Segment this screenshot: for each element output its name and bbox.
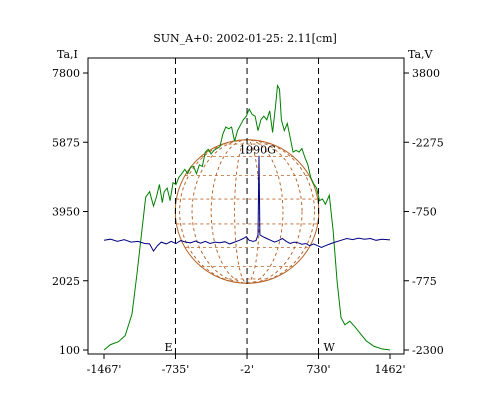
y-right-tick-label: -750 bbox=[412, 206, 437, 219]
active-region-label: 1990G bbox=[239, 144, 276, 157]
limb-marker-label: E bbox=[164, 341, 172, 354]
y-left-tick-label: 3950 bbox=[52, 206, 80, 219]
y-left-tick-label: 100 bbox=[59, 344, 80, 357]
series-lines bbox=[103, 83, 391, 351]
y-right-tick-label: -2300 bbox=[412, 344, 444, 357]
series-line-0 bbox=[103, 83, 391, 351]
y-left-tick-label: 2025 bbox=[52, 275, 80, 288]
x-tick-label: 1462' bbox=[374, 363, 405, 376]
limb-marker-label: W bbox=[324, 341, 336, 354]
y-left-tick-label: 7800 bbox=[52, 67, 80, 80]
left-axis-label: Ta,I bbox=[57, 48, 78, 61]
x-tick-label: 730' bbox=[307, 363, 331, 376]
y-right-tick-label: 3800 bbox=[412, 67, 440, 80]
y-right-tick-label: -775 bbox=[412, 275, 437, 288]
x-tick-label: -1467' bbox=[87, 363, 122, 376]
x-tick-label: -2' bbox=[240, 363, 254, 376]
plot-frame bbox=[87, 57, 405, 355]
x-tick-label: -735' bbox=[162, 363, 190, 376]
longitude-line bbox=[191, 139, 303, 284]
y-right-tick-label: -2275 bbox=[412, 136, 444, 149]
right-axis-label: Ta,V bbox=[408, 48, 434, 61]
y-left-tick-label: 5875 bbox=[52, 136, 80, 149]
annotations: E W 1990G bbox=[164, 144, 335, 354]
axis-ticks: -1467' -735' -2' 730' 1462' 100 2025 3950 5875 78… bbox=[52, 67, 444, 376]
series-line-1 bbox=[103, 155, 391, 253]
chart-title: SUN_A+0: 2002-01-25: 2.11[cm] bbox=[153, 32, 337, 45]
